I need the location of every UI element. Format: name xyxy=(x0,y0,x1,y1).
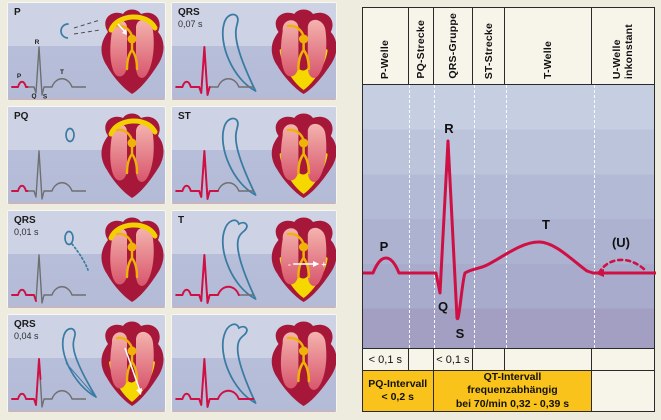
mini-label-p: P xyxy=(17,73,22,80)
heart-illustration xyxy=(270,216,336,304)
panel-pq-graphics xyxy=(11,112,165,200)
duration-empty xyxy=(408,349,434,370)
header-st-strecke: ST-Strecke xyxy=(473,8,506,84)
ecg-highlight xyxy=(175,46,211,96)
interval-empty-cell xyxy=(592,371,654,411)
panel-label: PQ xyxy=(14,111,29,122)
header-p-welle: P-Welle xyxy=(363,8,409,84)
heart-illustration xyxy=(270,8,336,96)
panel-qrs7-graphics xyxy=(175,8,336,96)
wave-label-s: S xyxy=(456,326,465,341)
mini-label-t: T xyxy=(60,69,64,76)
loop-vector-line xyxy=(65,362,95,396)
ecg-phase-table: P-Welle PQ-Strecke QRS-Gruppe ST-Strecke… xyxy=(362,7,656,412)
duration-row: < 0,1 s < 0,1 s xyxy=(363,348,654,370)
panel-p-graphics: R P T Q S xyxy=(11,8,165,100)
panel-st: ST xyxy=(172,107,336,203)
ecg-highlight xyxy=(11,184,29,192)
vector-loop xyxy=(61,327,97,398)
ecg-highlight xyxy=(11,288,37,302)
duration-empty xyxy=(505,349,593,370)
header-t-welle: T-Welle xyxy=(505,8,593,84)
ecg-mini-trace xyxy=(175,358,255,408)
heart-illustration xyxy=(100,320,165,408)
panel-time: 0,07 s xyxy=(178,18,203,29)
duration-qrs: < 0,1 s xyxy=(433,349,474,370)
header-u-welle: U-Welle inkonstant xyxy=(592,8,654,84)
vector-loop xyxy=(221,323,257,404)
panel-qrs4-graphics xyxy=(11,320,165,408)
duration-empty xyxy=(473,349,506,370)
vector-loop xyxy=(221,219,257,300)
header-pq-strecke: PQ-Strecke xyxy=(408,8,434,84)
table-header: P-Welle PQ-Strecke QRS-Gruppe ST-Strecke… xyxy=(363,8,654,84)
pointer-dashes xyxy=(73,19,101,35)
ecg-highlight xyxy=(11,358,42,406)
wave-label-u: (U) xyxy=(612,235,630,250)
column-separator xyxy=(434,85,435,348)
panel-p-wave: R P T Q S P xyxy=(8,3,165,99)
ecg-diagram-area: P Q R S T (U) xyxy=(363,84,656,348)
wave-label-p: P xyxy=(380,239,389,254)
panel-qrs1-graphics xyxy=(11,216,165,304)
vector-loop xyxy=(60,23,69,39)
ecg-mini-trace xyxy=(12,46,86,96)
panel-time: 0,04 s xyxy=(14,330,39,341)
column-separator xyxy=(474,85,475,348)
ecg-waveform: P Q R S T (U) xyxy=(363,121,656,341)
heart-illustration xyxy=(270,112,336,200)
ecg-u-wave-dashed xyxy=(597,258,648,275)
panel-label: T xyxy=(178,215,185,226)
panel-t-graphics xyxy=(175,216,336,304)
vector-loop xyxy=(65,127,75,143)
mini-label-s: S xyxy=(43,94,48,100)
header-qrs-gruppe: QRS-Gruppe xyxy=(433,8,474,84)
ecg-mini-trace xyxy=(12,150,86,200)
vector-loop xyxy=(221,117,257,196)
panel-label: QRS xyxy=(14,215,36,226)
panel-qrs-007: QRS 0,07 s xyxy=(172,3,336,99)
column-separator xyxy=(506,85,507,348)
pq-interval-box: PQ-Intervall < 0,2 s xyxy=(363,371,434,411)
heart-illustration xyxy=(100,112,165,200)
loop-tail xyxy=(71,243,89,271)
panel-st-graphics xyxy=(175,112,336,200)
panel-rest xyxy=(172,315,336,411)
mini-label-q: Q xyxy=(31,93,36,99)
ecg-main-trace xyxy=(363,139,656,320)
wave-label-r: R xyxy=(444,121,454,136)
panel-t-wave: T xyxy=(172,211,336,307)
ecg-highlight xyxy=(11,80,29,88)
wave-label-q: Q xyxy=(438,299,448,314)
vector-loop xyxy=(221,13,257,92)
wave-label-t: T xyxy=(542,217,550,232)
panel-time: 0,01 s xyxy=(14,226,39,237)
heart-illustration xyxy=(100,216,165,304)
mini-label-r: R xyxy=(35,39,40,46)
duration-empty xyxy=(592,349,654,370)
interval-row: PQ-Intervall < 0,2 s QT-Intervall freque… xyxy=(363,370,654,411)
panel-qrs-004: QRS 0,04 s xyxy=(8,315,165,411)
ecg-highlight xyxy=(175,150,219,200)
panel-label: P xyxy=(14,7,21,18)
ecg-mini-trace xyxy=(176,46,254,96)
duration-p-wave: < 0,1 s xyxy=(363,349,409,370)
heart-illustration xyxy=(100,8,165,96)
qt-interval-box: QT-Intervall frequenzabhängig bei 70/min… xyxy=(433,371,593,411)
vector-loop xyxy=(64,230,74,246)
panel-pq: PQ xyxy=(8,107,165,203)
panel-label: ST xyxy=(178,111,191,122)
u-wave-arrowhead xyxy=(594,269,604,277)
heart-illustration xyxy=(270,320,336,408)
panel-rest-graphics xyxy=(175,320,336,408)
panel-label: QRS xyxy=(178,7,200,18)
column-separator xyxy=(409,85,410,348)
panel-label: QRS xyxy=(14,319,36,330)
ecg-mini-trace xyxy=(12,358,86,408)
panel-qrs-001: QRS 0,01 s xyxy=(8,211,165,307)
ecg-mini-trace xyxy=(12,254,86,304)
ecg-highlight xyxy=(175,254,240,304)
column-separator xyxy=(594,85,595,348)
